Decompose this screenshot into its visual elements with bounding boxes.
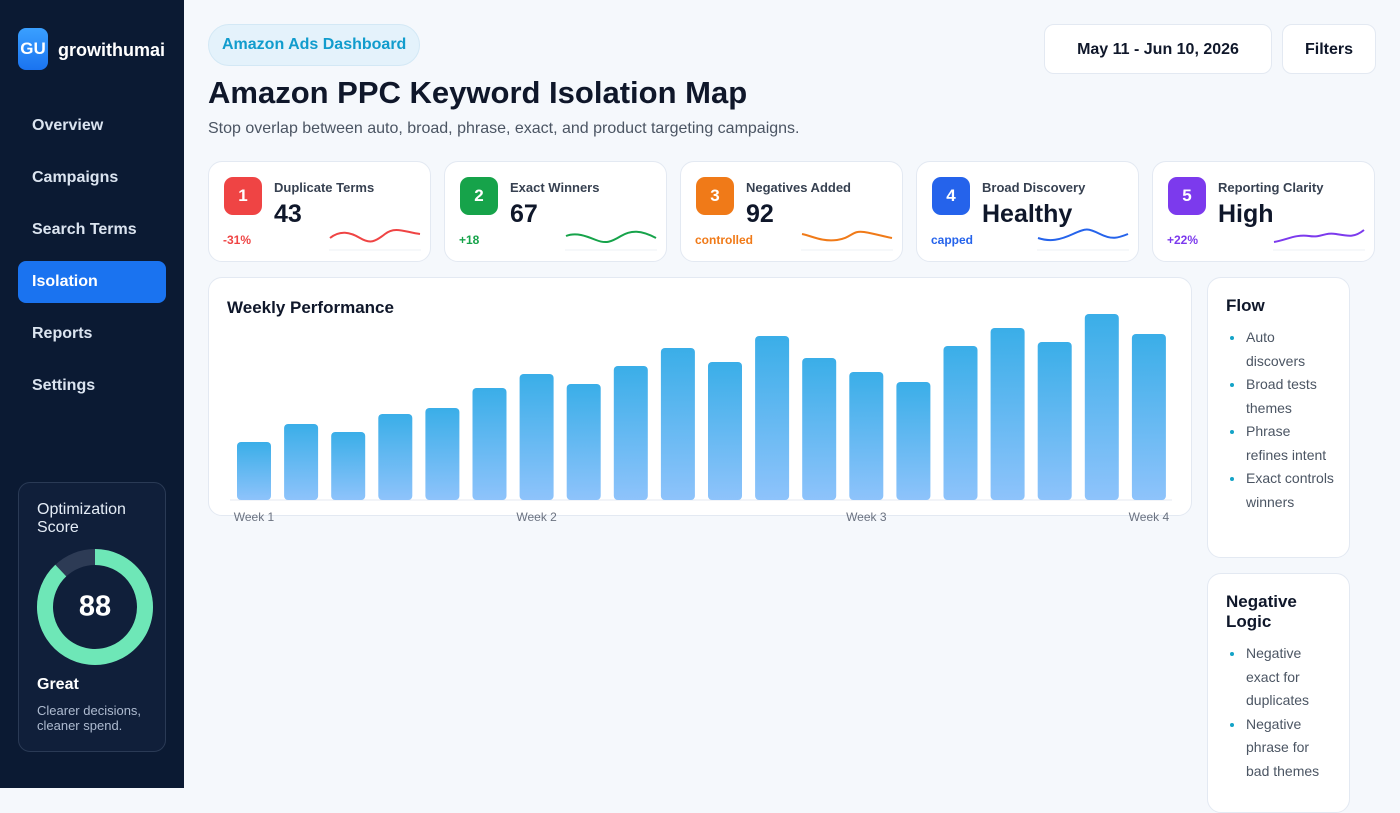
x-tick-label: Week 4 [1129,510,1170,524]
panel-title: Flow [1226,296,1265,315]
score-rating: Great [37,676,79,693]
score-card: Optimization Score 88 Great Clearer deci… [18,482,166,752]
sparkline-path [1037,228,1129,242]
bar [331,432,366,500]
score-ring: 88 [37,549,153,665]
kpi-number: 4 [932,177,970,215]
nav-item[interactable]: Isolation [18,261,166,303]
panel-list: Auto discovers Broad tests themes Phrase r… [1208,326,1349,514]
side-panel: Flow Auto discovers Broad tests themes Phra… [1207,277,1350,558]
bar [1084,314,1119,500]
sparkline [801,230,893,251]
sparkline-path [1273,229,1365,243]
panel-item: Exact controls winners [1230,467,1336,514]
bar [284,424,319,500]
kpi-card: 3 Negatives Added 92 controlled [680,161,903,262]
bar [755,336,790,500]
bar-chart: Week 1 Week 2 Week 3 Week 4 [230,314,1172,524]
brand: growithumai [58,40,165,60]
bar [1131,334,1166,500]
kpi-card: 4 Broad Discovery Healthy capped [916,161,1139,262]
bar [519,374,554,500]
nav-item[interactable]: Campaigns [32,169,119,186]
kpi-number: 1 [224,177,262,215]
kpi-card: 1 Duplicate Terms 43 -31% [208,161,431,262]
x-tick-label: Week 3 [846,510,887,524]
nav-item[interactable]: Overview [32,117,104,134]
subtitle: Stop overlap between auto, broad, phrase… [208,120,800,137]
panel-item: Auto discovers [1230,326,1336,373]
kpi-number: 3 [696,177,734,215]
bar [943,346,978,500]
bar [472,388,507,500]
chart-title: Weekly Performance [227,298,394,317]
bar [425,408,460,500]
kpi-label: Duplicate Terms [274,180,375,195]
sparkline [329,228,421,251]
kpi-delta: -31% [223,233,252,247]
chart-card: Weekly Performance [208,277,1192,516]
score-label: Optimization Score [37,501,126,536]
kpi-label: Negatives Added [746,180,851,195]
bar [708,362,742,500]
sidebar: GU growithumai Optimization Score 88 Gre… [0,0,184,788]
side-panel: Negative Logic Negative exact for duplica… [1207,573,1350,813]
x-tick-label: Week 1 [234,510,275,524]
bar [990,328,1025,500]
bar [566,384,601,500]
panel-item: Broad tests themes [1230,373,1336,420]
bar [1037,342,1072,500]
kpi-value: 43 [274,200,302,228]
kpi-value: 92 [746,200,774,228]
kpi-delta: +22% [1167,233,1199,247]
date-range[interactable]: May 11 - Jun 10, 2026 [1044,24,1272,74]
score-note: Clearer decisions, cleaner spend. [37,703,142,733]
bar [237,442,271,500]
kpi-value: 67 [510,200,538,228]
panel-list: Negative exact for duplicates Negative ph… [1208,642,1349,783]
kpi-number: 2 [460,177,498,215]
bar [378,414,413,500]
kpi-value: High [1218,200,1274,228]
page-title: Amazon PPC Keyword Isolation Map [208,75,748,110]
panel-item: Negative phrase for bad themes [1230,713,1336,784]
sparkline-path [565,230,657,244]
bar [613,366,648,500]
kpi-label: Exact Winners [510,180,600,195]
ring-arc [37,549,153,665]
score-value: 88 [79,591,111,623]
bar [802,358,837,500]
kpi-delta: +18 [459,233,480,247]
kpi-delta: capped [931,233,974,247]
bar [660,348,695,500]
sparkline [1273,229,1365,251]
kpi-label: Broad Discovery [982,180,1086,195]
sparkline-path [801,230,893,242]
nav-item[interactable]: Search Terms [32,221,137,238]
sparkline-path [329,228,421,243]
kpi-delta: controlled [695,233,754,247]
x-tick-label: Week 2 [516,510,557,524]
panel-title: Negative Logic [1226,592,1297,631]
sparkline [1037,228,1129,251]
sparkline [565,230,657,251]
nav-item[interactable]: Settings [32,377,96,394]
kpi-label: Reporting Clarity [1218,180,1324,195]
bar [896,382,931,500]
logo: GU [18,28,48,70]
kpi-card: 2 Exact Winners 67 +18 [444,161,667,262]
kpi-number: 5 [1168,177,1206,215]
filters-button[interactable]: Filters [1282,24,1376,74]
bar [849,372,884,500]
kpi-card: 5 Reporting Clarity High +22% [1152,161,1375,262]
badge: Amazon Ads Dashboard [208,24,421,66]
kpi-value: Healthy [982,200,1073,228]
panel-item: Phrase refines intent [1230,420,1336,467]
panel-item: Negative exact for duplicates [1230,642,1336,713]
nav-item[interactable]: Reports [32,325,93,342]
